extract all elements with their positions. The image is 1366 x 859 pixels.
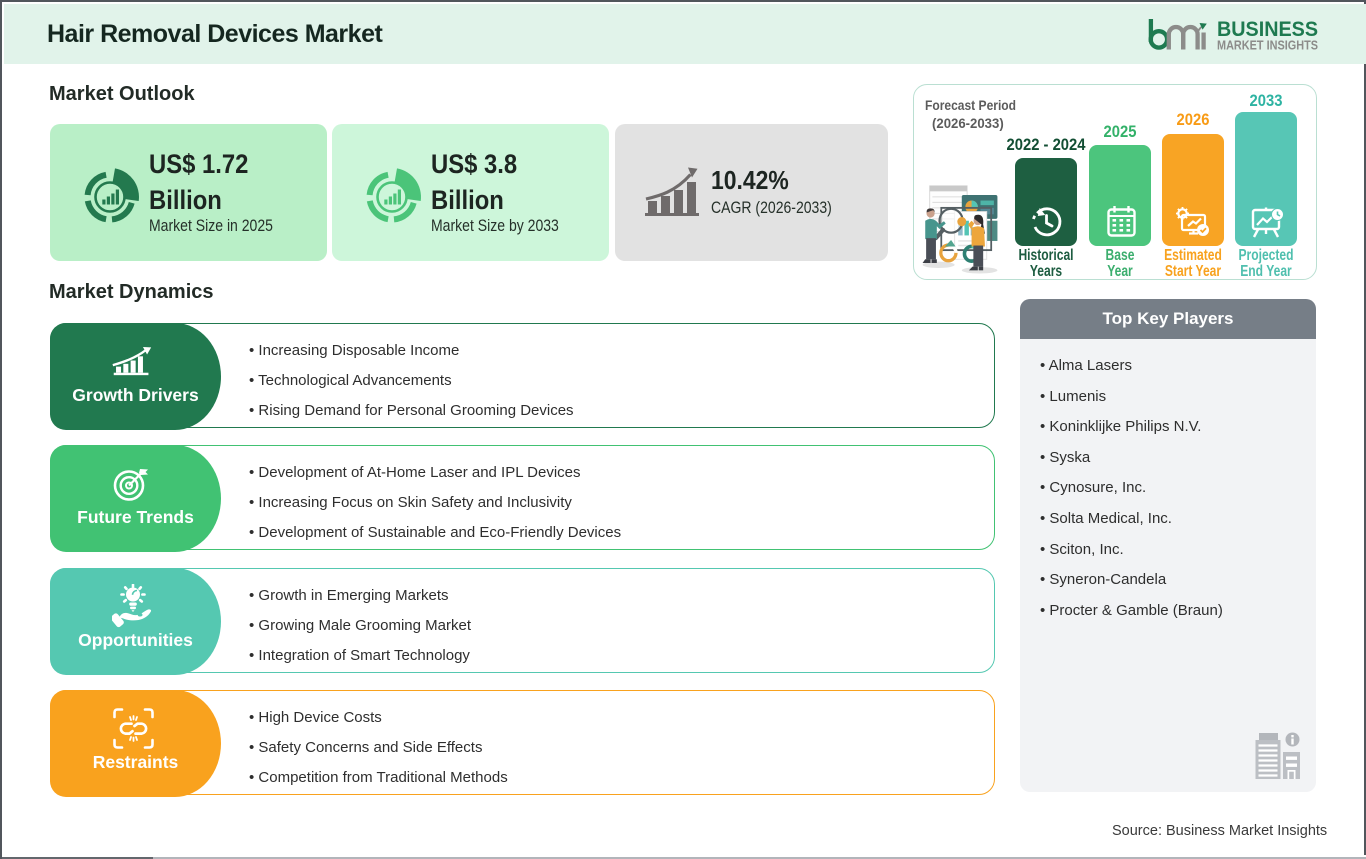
svg-text:BUSINESS: BUSINESS xyxy=(1217,18,1318,41)
svg-text:MARKET INSIGHTS: MARKET INSIGHTS xyxy=(1217,38,1318,53)
